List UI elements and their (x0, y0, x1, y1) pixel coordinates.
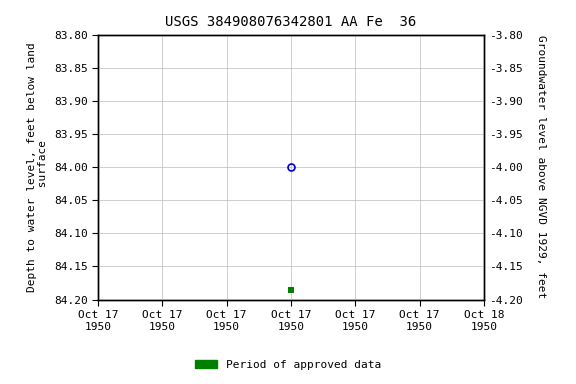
Y-axis label: Depth to water level, feet below land
 surface: Depth to water level, feet below land su… (26, 42, 48, 292)
Legend: Period of approved data: Period of approved data (191, 356, 385, 375)
Title: USGS 384908076342801 AA Fe  36: USGS 384908076342801 AA Fe 36 (165, 15, 416, 29)
Y-axis label: Groundwater level above NGVD 1929, feet: Groundwater level above NGVD 1929, feet (536, 35, 547, 299)
